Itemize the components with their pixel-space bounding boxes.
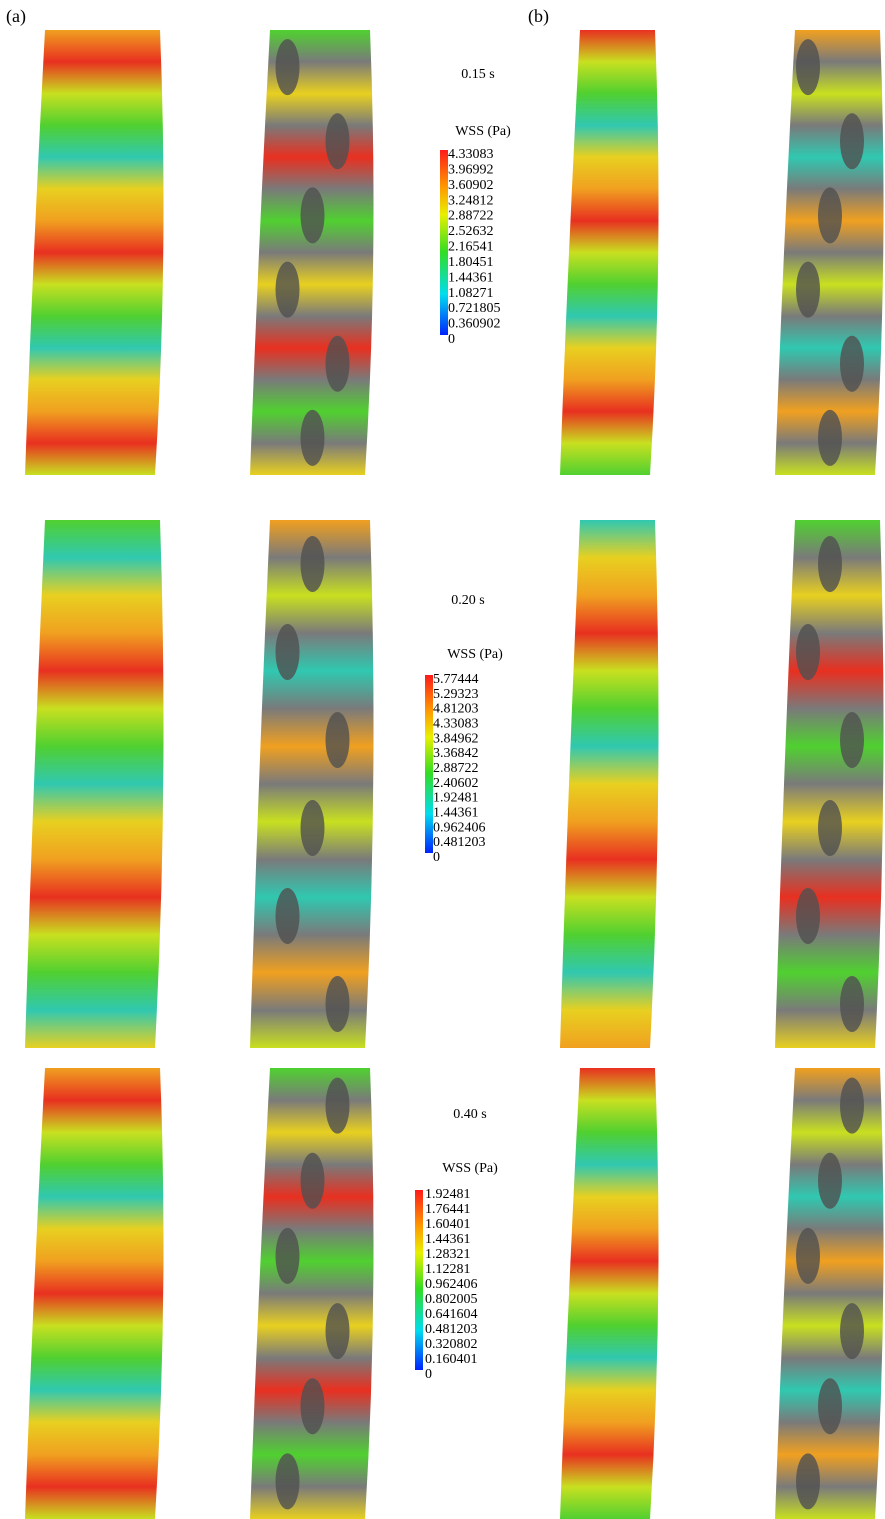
vortex-structure (840, 1303, 864, 1359)
vortex-structure (818, 410, 842, 466)
vortex-structure (840, 976, 864, 1032)
colorbar-tick-label: 0.802005 (425, 1292, 478, 1307)
vortex-structure (301, 1153, 325, 1209)
vortex-structure (840, 1078, 864, 1134)
colorbar-tick-label: 0.481203 (433, 835, 486, 850)
vortex-structure (818, 1378, 842, 1434)
colorbar-tick-label: 1.08271 (448, 286, 494, 301)
colorbar-tick-label: 1.92481 (433, 791, 479, 806)
colorbar-tick-label: 2.40602 (433, 776, 479, 791)
colorbar-tick-label: 0.320802 (425, 1337, 478, 1352)
colorbar-tick-label: 1.76441 (425, 1202, 471, 1217)
vortex-structure (818, 1153, 842, 1209)
vortex-structure (796, 1228, 820, 1284)
vessel-render (250, 30, 374, 475)
vortex-structure (326, 1303, 350, 1359)
vortex-structure (326, 336, 350, 392)
vortex-structure (301, 800, 325, 856)
vessel-render (25, 1068, 164, 1519)
colorbar-tick-label: 0.962406 (433, 820, 486, 835)
vortex-structure (276, 262, 300, 318)
colorbar-tick-label: 0.481203 (425, 1322, 478, 1337)
vortex-structure (326, 712, 350, 768)
vortex-structure (276, 1228, 300, 1284)
vortex-structure (796, 262, 820, 318)
colorbar-tick-label: 5.77444 (433, 672, 479, 687)
vessel-render (250, 1068, 374, 1519)
vessel-render (560, 1068, 659, 1519)
time-label: 0.40 s (453, 1107, 486, 1122)
vortex-structure (796, 624, 820, 680)
vortex-structure (276, 888, 300, 944)
colorbar-tick-label: 0.160401 (425, 1352, 478, 1367)
colorbar (425, 675, 433, 853)
vortex-structure (276, 39, 300, 95)
colorbar-tick-label: 1.44361 (448, 270, 494, 285)
colorbar-tick-label: 0.721805 (448, 301, 501, 316)
figure: (a) (b) 0.15 sWSS (Pa)4.330833.969923.60… (0, 0, 885, 1519)
vortex-structure (818, 800, 842, 856)
colorbar-tick-label: 3.84962 (433, 731, 479, 746)
colorbar (415, 1190, 423, 1370)
vessel-render (775, 1068, 884, 1519)
vortex-structure (276, 1453, 300, 1509)
colorbar-tick-label: 3.24812 (448, 193, 494, 208)
colorbar-tick-label: 0.641604 (425, 1307, 478, 1322)
vortex-structure (818, 187, 842, 243)
colorbar-tick-label: 2.88722 (448, 209, 494, 224)
time-label: 0.15 s (461, 67, 494, 82)
vortex-structure (818, 536, 842, 592)
colorbar-tick-label: 4.81203 (433, 702, 479, 717)
vortex-structure (326, 976, 350, 1032)
time-label: 0.20 s (451, 593, 484, 608)
vortex-structure (796, 39, 820, 95)
vortex-structure (301, 187, 325, 243)
vessel-render (775, 30, 884, 475)
vortex-structure (840, 712, 864, 768)
colorbar-title: WSS (Pa) (455, 124, 511, 139)
vessel-render (25, 520, 164, 1048)
colorbar-tick-label: 2.16541 (448, 240, 494, 255)
colorbar-tick-label: 1.12281 (425, 1262, 471, 1277)
colorbar-title: WSS (Pa) (447, 647, 503, 662)
vessel-render (560, 520, 659, 1048)
vortex-structure (301, 1378, 325, 1434)
vortex-structure (276, 624, 300, 680)
panel-label: (b) (528, 6, 549, 27)
colorbar-tick-label: 5.29323 (433, 687, 479, 702)
vortex-structure (796, 1453, 820, 1509)
colorbar-tick-label: 1.80451 (448, 255, 494, 270)
vortex-structure (796, 888, 820, 944)
colorbar (440, 150, 448, 335)
vortex-structure (840, 336, 864, 392)
colorbar-tick-label: 0 (425, 1367, 432, 1382)
vortex-structure (840, 113, 864, 169)
colorbar-title: WSS (Pa) (442, 1161, 498, 1176)
colorbar-tick-label: 2.52632 (448, 224, 494, 239)
colorbar-tick-label: 3.36842 (433, 746, 479, 761)
vessel-render (250, 520, 374, 1048)
vessel-render (775, 520, 884, 1048)
vortex-structure (301, 410, 325, 466)
vortex-structure (326, 1078, 350, 1134)
colorbar-tick-label: 2.88722 (433, 761, 479, 776)
vortex-structure (326, 113, 350, 169)
colorbar-tick-label: 4.33083 (448, 147, 494, 162)
colorbar-tick-label: 1.44361 (425, 1232, 471, 1247)
colorbar-tick-label: 0.962406 (425, 1277, 478, 1292)
vessel-render (560, 30, 659, 475)
colorbar-tick-label: 0.360902 (448, 317, 501, 332)
colorbar-tick-label: 0 (433, 850, 440, 865)
colorbar-tick-label: 1.28321 (425, 1247, 471, 1262)
colorbar-tick-label: 3.96992 (448, 162, 494, 177)
colorbar-tick-label: 4.33083 (433, 717, 479, 732)
colorbar-tick-label: 1.60401 (425, 1217, 471, 1232)
colorbar-tick-label: 0 (448, 332, 455, 347)
vortex-structure (301, 536, 325, 592)
colorbar-tick-label: 1.44361 (433, 806, 479, 821)
colorbar-tick-label: 3.60902 (448, 178, 494, 193)
panel-label: (a) (6, 6, 26, 27)
vessel-render (25, 30, 164, 475)
colorbar-tick-label: 1.92481 (425, 1187, 471, 1202)
